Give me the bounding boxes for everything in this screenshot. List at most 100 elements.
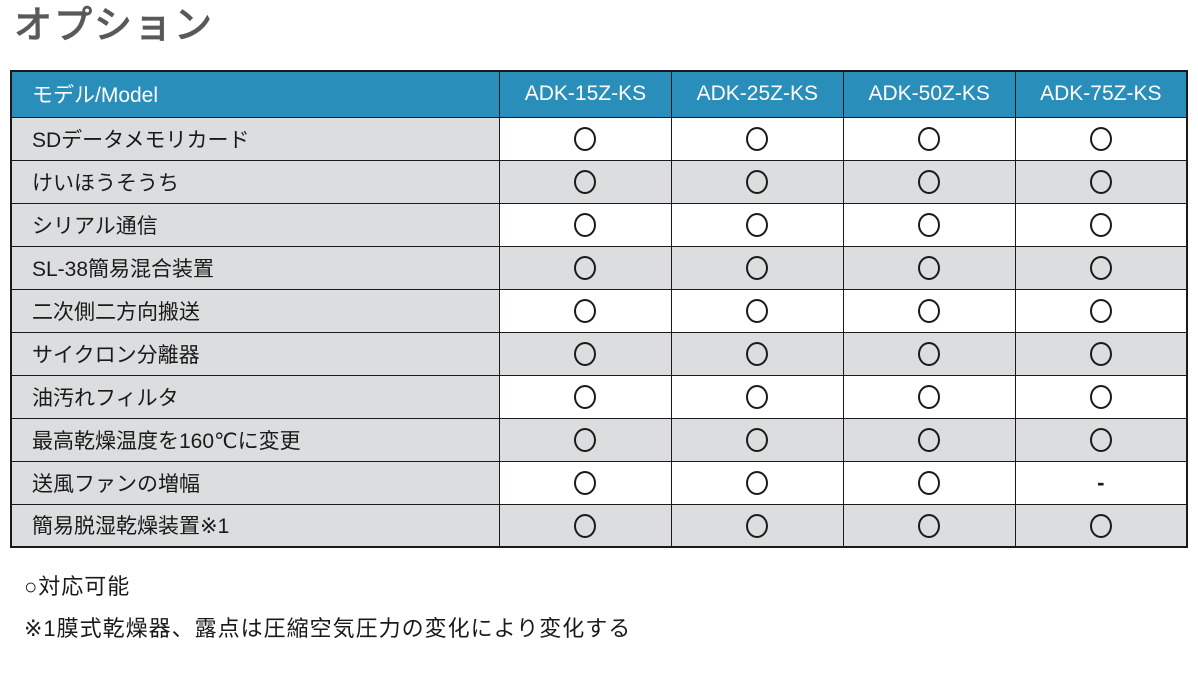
row-label: 送風ファンの増幅 [10, 460, 500, 505]
available-circle-icon [746, 341, 769, 366]
option-availability-cell [1014, 331, 1188, 376]
option-availability-cell [499, 116, 672, 161]
legend-note: ○対応可能 [24, 574, 131, 600]
not-available-dash: - [1097, 469, 1105, 495]
available-circle-icon [918, 513, 941, 538]
option-availability-cell [670, 460, 844, 505]
option-availability-cell [499, 202, 672, 247]
available-circle-icon [746, 470, 769, 495]
available-circle-icon [574, 427, 597, 452]
option-availability-cell [842, 116, 1016, 161]
column-header-adk-50z-ks: ADK-50Z-KS [842, 70, 1016, 118]
option-availability-cell [670, 331, 844, 376]
option-availability-cell [670, 202, 844, 247]
option-availability-cell [670, 417, 844, 462]
option-availability-cell [842, 460, 1016, 505]
table-row: 簡易脱湿乾燥装置※1 [10, 503, 1188, 548]
table-header-row: モデル/Model ADK-15Z-KS ADK-25Z-KS ADK-50Z-KS… [10, 70, 1188, 118]
option-availability-cell [1014, 374, 1188, 419]
table-row: 最高乾燥温度を160℃に変更 [10, 417, 1188, 462]
available-circle-icon [574, 470, 597, 495]
available-circle-icon [574, 298, 597, 323]
available-circle-icon [574, 169, 597, 194]
option-availability-cell [499, 503, 672, 548]
option-availability-cell [842, 331, 1016, 376]
available-circle-icon [918, 470, 941, 495]
footnote-1: ※1膜式乾燥器、露点は圧縮空気圧力の変化により変化する [24, 616, 632, 642]
table-row: SDデータメモリカード [10, 116, 1188, 161]
option-availability-cell [670, 116, 844, 161]
available-circle-icon [746, 427, 769, 452]
option-availability-cell: - [1014, 460, 1188, 505]
notes: ○対応可能 ※1膜式乾燥器、露点は圧縮空気圧力の変化により変化する [24, 574, 1198, 643]
table-row: けいほうそうち [10, 159, 1188, 204]
option-availability-cell [1014, 116, 1188, 161]
row-label: 油汚れフィルタ [10, 374, 500, 419]
available-circle-icon [918, 427, 941, 452]
available-circle-icon [918, 169, 941, 194]
option-availability-cell [842, 374, 1016, 419]
available-circle-icon [746, 126, 769, 151]
option-availability-cell [1014, 245, 1188, 290]
available-circle-icon [918, 341, 941, 366]
column-header-adk-25z-ks: ADK-25Z-KS [670, 70, 844, 118]
table-row: シリアル通信 [10, 202, 1188, 247]
available-circle-icon [746, 212, 769, 237]
row-label: SL-38簡易混合装置 [10, 245, 500, 290]
option-availability-cell [670, 245, 844, 290]
page: オプション モデル/Model ADK-15Z-KS ADK-25Z-KS ADK-… [0, 4, 1198, 685]
available-circle-icon [1089, 212, 1112, 237]
option-availability-cell [842, 288, 1016, 333]
row-label: けいほうそうち [10, 159, 500, 204]
available-circle-icon [746, 513, 769, 538]
available-circle-icon [574, 255, 597, 280]
option-availability-cell [670, 159, 844, 204]
page-title: オプション [14, 5, 215, 47]
option-availability-cell [499, 245, 672, 290]
option-availability-cell [499, 460, 672, 505]
options-table: モデル/Model ADK-15Z-KS ADK-25Z-KS ADK-50Z-KS… [10, 69, 1188, 549]
available-circle-icon [574, 212, 597, 237]
option-availability-cell [670, 503, 844, 548]
option-availability-cell [1014, 503, 1188, 548]
available-circle-icon [1089, 384, 1112, 409]
available-circle-icon [574, 341, 597, 366]
available-circle-icon [746, 298, 769, 323]
row-label: SDデータメモリカード [10, 116, 500, 161]
available-circle-icon [574, 384, 597, 409]
option-availability-cell [1014, 159, 1188, 204]
row-label: シリアル通信 [10, 202, 500, 247]
table-header: モデル/Model ADK-15Z-KS ADK-25Z-KS ADK-50Z-KS… [10, 70, 1188, 118]
option-availability-cell [842, 417, 1016, 462]
row-label: 最高乾燥温度を160℃に変更 [10, 417, 500, 462]
available-circle-icon [918, 298, 941, 323]
available-circle-icon [746, 169, 769, 194]
available-circle-icon [918, 126, 941, 151]
available-circle-icon [1089, 169, 1112, 194]
table-row: 油汚れフィルタ [10, 374, 1188, 419]
available-circle-icon [918, 255, 941, 280]
available-circle-icon [918, 212, 941, 237]
available-circle-icon [1089, 427, 1112, 452]
available-circle-icon [1089, 298, 1112, 323]
option-availability-cell [1014, 417, 1188, 462]
option-availability-cell [842, 503, 1016, 548]
column-header-adk-15z-ks: ADK-15Z-KS [499, 70, 672, 118]
table-row: 送風ファンの増幅 - [10, 460, 1188, 505]
option-availability-cell [842, 159, 1016, 204]
available-circle-icon [746, 255, 769, 280]
option-availability-cell [842, 202, 1016, 247]
option-availability-cell [1014, 288, 1188, 333]
option-availability-cell [670, 288, 844, 333]
option-availability-cell [499, 331, 672, 376]
option-availability-cell [499, 417, 672, 462]
option-availability-cell [842, 245, 1016, 290]
option-availability-cell [1014, 202, 1188, 247]
option-availability-cell [499, 288, 672, 333]
available-circle-icon [574, 513, 597, 538]
table-row: サイクロン分離器 [10, 331, 1188, 376]
available-circle-icon [1089, 341, 1112, 366]
available-circle-icon [1089, 255, 1112, 280]
available-circle-icon [746, 384, 769, 409]
row-label: サイクロン分離器 [10, 331, 500, 376]
